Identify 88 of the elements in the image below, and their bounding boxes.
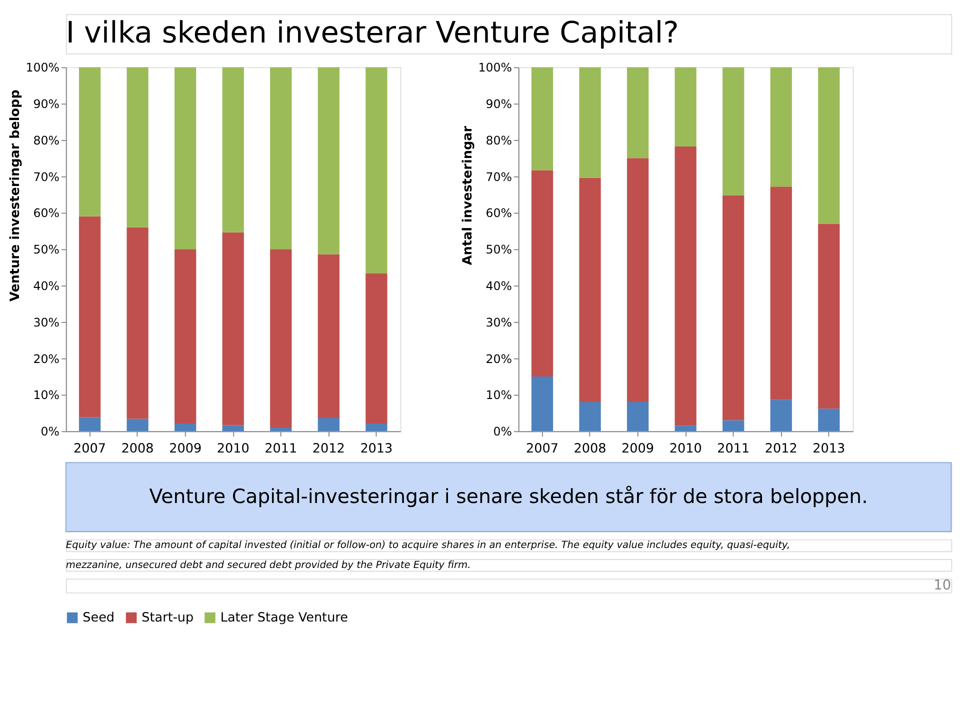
y-tick-label: 10% [33,388,60,402]
bar [222,232,244,426]
y-tick-label: 20% [33,352,60,366]
y-axis-title: Venture investeringar belopp [8,90,23,302]
y-tick-label: 60% [33,206,60,220]
bar [770,186,792,400]
bar [126,418,148,432]
bar [531,67,554,170]
text: Venture Capital-investeringar i senare skeden står för de stora beloppen. [149,484,868,508]
bar [674,67,696,147]
bar [222,67,244,232]
y-tick-label: 80% [33,133,60,148]
bar [579,67,601,178]
x-tick-label: 2008 [121,441,154,456]
bar [318,254,340,418]
bar [366,274,388,424]
y-tick-label: 40% [33,278,60,293]
x-tick-label: 2010 [216,441,250,456]
x-tick-label: 2007 [74,441,106,456]
x-tick-label: 2011 [264,441,298,456]
y-axis-title: Antal investeringar [460,125,476,266]
bar [222,425,244,432]
y-tick-label: 40% [486,278,512,293]
x-tick-label: 2009 [169,441,202,456]
bar [722,67,744,196]
bar [174,423,196,432]
x-tick-label: 2011 [717,441,750,456]
x-tick-label: 2013 [812,441,846,456]
bar [270,427,292,432]
y-tick-label: 90% [33,97,60,112]
bar [722,420,744,432]
bar [722,195,744,420]
x-tick-label: 2010 [669,441,702,456]
bar [674,146,696,426]
x-tick-label: 2008 [574,441,606,456]
y-tick-label: 80% [486,133,512,148]
bar [174,249,196,424]
x-tick-label: 2012 [312,441,345,456]
bar [818,408,840,432]
legend-label: Start-up [142,610,194,626]
y-tick-label: 60% [486,206,512,220]
y-tick-label: 90% [486,97,512,112]
y-tick-label: 100% [26,60,60,75]
bar [270,249,292,428]
bar [126,227,148,419]
y-tick-label: 0% [40,424,60,439]
text: 10 [934,577,952,594]
bar [626,158,649,402]
x-tick-label: 2012 [764,441,798,456]
y-tick-label: 0% [493,424,512,439]
bar [78,216,101,418]
y-tick-label: 10% [486,388,512,402]
bar [78,67,101,216]
bar [174,67,196,250]
y-tick-label: 30% [33,315,60,330]
bar [626,402,649,432]
bar [770,67,792,187]
bar [818,224,840,409]
bar [579,402,601,432]
y-tick-label: 30% [486,315,512,330]
x-tick-label: 2009 [622,441,654,456]
bar [318,418,340,432]
bar [318,67,340,254]
bar [366,423,388,432]
bar [674,426,696,432]
bar [270,67,292,250]
y-tick-label: 50% [486,242,512,257]
y-tick-label: 50% [33,242,60,257]
bar [126,67,148,228]
bar [579,178,601,402]
y-tick-label: 20% [486,352,512,366]
x-tick-label: 2007 [526,441,558,456]
y-tick-label: 70% [486,170,512,184]
bar [366,67,388,274]
x-tick-label: 2013 [360,441,393,456]
text: Equity value: The amount of capital invested (initial or follow-on) to acquire shares in an enterprise. The equity value includes equity, quasi-equity, [66,540,790,552]
bar [78,417,101,432]
text: mezzanine, unsecured debt and secured debt provided by the Private Equity firm. [66,560,471,571]
bar [531,170,554,377]
chart-title: I vilka skeden investerar Venture Capital? [66,16,679,50]
legend-label: Seed [82,610,115,626]
bar [770,400,792,432]
bar [818,67,840,224]
bar [626,67,649,158]
bar [531,376,554,432]
y-tick-label: 70% [33,170,60,184]
legend-label: Later Stage Venture [220,610,348,626]
y-tick-label: 100% [478,60,512,75]
